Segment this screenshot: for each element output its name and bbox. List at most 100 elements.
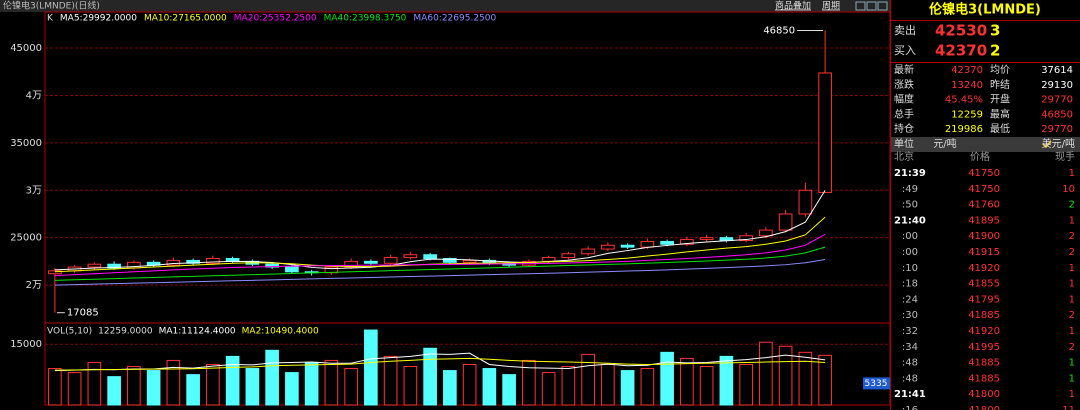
window-title: 伦镍电3(LMNDE)(日线) [3,0,100,12]
tick-price: 41750 [968,184,1000,195]
volume-bar [304,361,319,406]
tick-volume: 1 [1069,389,1075,400]
tick-price: 41760 [968,200,1000,211]
tick-price: 41885 [968,310,1000,321]
stat-value: 46850 [1041,109,1073,120]
button[interactable] [877,1,888,11]
column-header: 价格 [970,150,990,163]
volume-bar [699,366,714,406]
tick-volume: 1 [1069,168,1075,179]
ma-line [54,233,826,277]
volume-bar [48,368,62,406]
volume-chart: 15000 VOL(5,10) 12259.0000 MA1:11124.4000 MA… [10,327,890,406]
tick-price: 41920 [968,263,1000,274]
volume-bar [206,363,220,406]
stat-label: 持仓 [894,122,914,135]
unit-label: 单位 [894,137,914,150]
volume-bar [502,374,516,406]
volume-bar [166,359,181,406]
stat-label: 涨跌 [894,78,914,91]
volume-bar [186,374,200,406]
tick-price: 41885 [968,373,1000,384]
volume-bar [561,366,576,406]
tick-price: 41895 [968,215,1000,226]
legend-entry: MA5:29992.0000 [60,14,137,24]
volume-bar [107,376,121,406]
ma-line [54,216,826,273]
y-tick-label: 25000 [10,233,42,244]
tick-price: 41795 [968,294,1000,305]
stat-value: 29770 [1041,124,1073,135]
y-tick-label: 4万 [26,90,42,101]
tick-time: :34 [902,342,918,353]
tick-volume: 1 [1069,279,1075,290]
volume-bar [541,372,556,406]
candle-body [87,263,102,268]
candle-body [660,240,674,245]
candle-body [403,254,418,259]
stat-value: 29130 [1041,80,1073,91]
bid-price: 42370 [935,42,987,60]
volume-legend-label: VOL(5,10) [47,327,92,337]
candle-body [443,258,457,263]
tick-time: :18 [902,279,918,290]
volume-ma-line [54,352,826,372]
tick-time: :00 [902,231,918,242]
price-chart: 2万 25000 3万 35000 4万 45000 46850 17085 K MA5:2999… [10,14,890,319]
volume-legend-entry: MA2:10490.4000 [242,327,319,337]
button[interactable] [855,1,866,11]
column-header: 现手 [1055,150,1075,163]
tick-volume: 2 [1069,200,1075,211]
volume-bar [581,353,595,406]
tick-time: 21:39 [894,168,926,179]
tick-time: :00 [902,247,918,258]
stat-value: 12259 [951,109,983,120]
volume-bar [778,345,793,406]
ma-line [54,190,826,271]
tick-time: 21:40 [894,215,926,226]
stat-value: 45.45% [945,95,983,106]
button[interactable] [866,1,877,11]
tick-time: :49 [902,184,918,195]
tick-volume: 2 [1069,247,1075,258]
tick-price: 41900 [968,231,1000,242]
volume-bar [640,368,655,406]
overlay-link[interactable]: 商品叠加 [775,0,811,12]
tick-volume: 2 [1069,342,1075,353]
volume-legend-current: 12259.0000 [98,327,153,337]
volume-legend-entry: MA1:11124.4000 [159,327,236,337]
candle-body [206,258,220,264]
volume-bar [67,372,82,406]
period-link[interactable]: 周期 [822,1,840,12]
tick-volume: 10 [1062,184,1075,195]
volume-bar [798,351,813,406]
quote-panel: 伦镍电3(LMNDE)卖出 42530 3买入 42370 2最新 42370 均价 3761… [891,2,1080,410]
volume-bar [759,341,773,406]
ask-price: 42530 [935,22,987,40]
unit-option: 美元/吨 [1042,137,1075,150]
candle-body [462,259,477,263]
tick-volume: 2 [1069,231,1075,242]
bid-size: 2 [990,42,1000,60]
tick-time: :30 [902,310,918,321]
legend-entry: MA10:27165.0000 [144,14,227,24]
legend-prefix: K [47,14,54,24]
stat-label: 幅度 [894,93,914,106]
candle-body [778,213,793,231]
stat-label: 最低 [990,122,1010,135]
volume-bar [620,370,635,406]
volume-ma-line [54,357,826,371]
candle-body [601,244,615,250]
candle-body [739,235,753,242]
legend-entry: MA60:22695.2500 [413,14,496,24]
candle-body [759,229,773,237]
tick-volume: 1 [1069,263,1075,274]
unit-option: 元/吨 [933,137,956,150]
candle-body [680,239,694,245]
tick-time: :32 [902,326,918,337]
y-tick-label: 35000 [10,138,42,149]
ma-line [54,259,826,286]
volume-bar [522,359,536,406]
tick-time: :48 [902,373,918,384]
